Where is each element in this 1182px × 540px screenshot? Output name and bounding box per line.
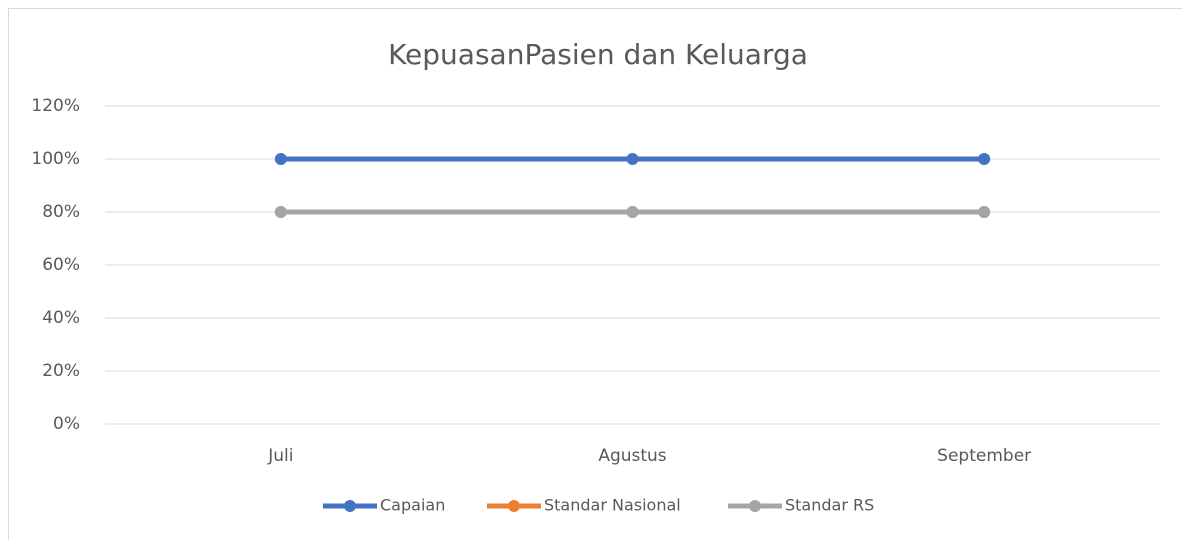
series-point bbox=[626, 206, 639, 218]
series-point bbox=[274, 153, 287, 165]
x-tick-label: September bbox=[937, 446, 1031, 466]
y-tick-label: 80% bbox=[42, 202, 80, 222]
series-point bbox=[978, 206, 991, 218]
legend-label: Standar RS bbox=[785, 496, 874, 515]
x-tick-label: Juli bbox=[267, 446, 293, 466]
chart-title: KepuasanPasien dan Keluarga bbox=[388, 38, 808, 71]
legend-marker bbox=[344, 500, 356, 512]
y-tick-label: 40% bbox=[42, 308, 80, 328]
y-tick-label: 100% bbox=[31, 149, 80, 169]
y-tick-label: 20% bbox=[42, 361, 80, 381]
legend-marker bbox=[508, 500, 520, 512]
series-point bbox=[626, 153, 639, 165]
legend-label: Standar Nasional bbox=[544, 496, 681, 515]
y-tick-label: 0% bbox=[53, 414, 80, 434]
series-point bbox=[978, 153, 991, 165]
legend-label: Capaian bbox=[380, 496, 445, 515]
series-point bbox=[274, 206, 287, 218]
chart-frame bbox=[8, 8, 1182, 540]
x-tick-label: Agustus bbox=[598, 446, 666, 466]
y-tick-label: 60% bbox=[42, 255, 80, 275]
y-tick-label: 120% bbox=[31, 96, 80, 116]
legend-marker bbox=[749, 500, 761, 512]
